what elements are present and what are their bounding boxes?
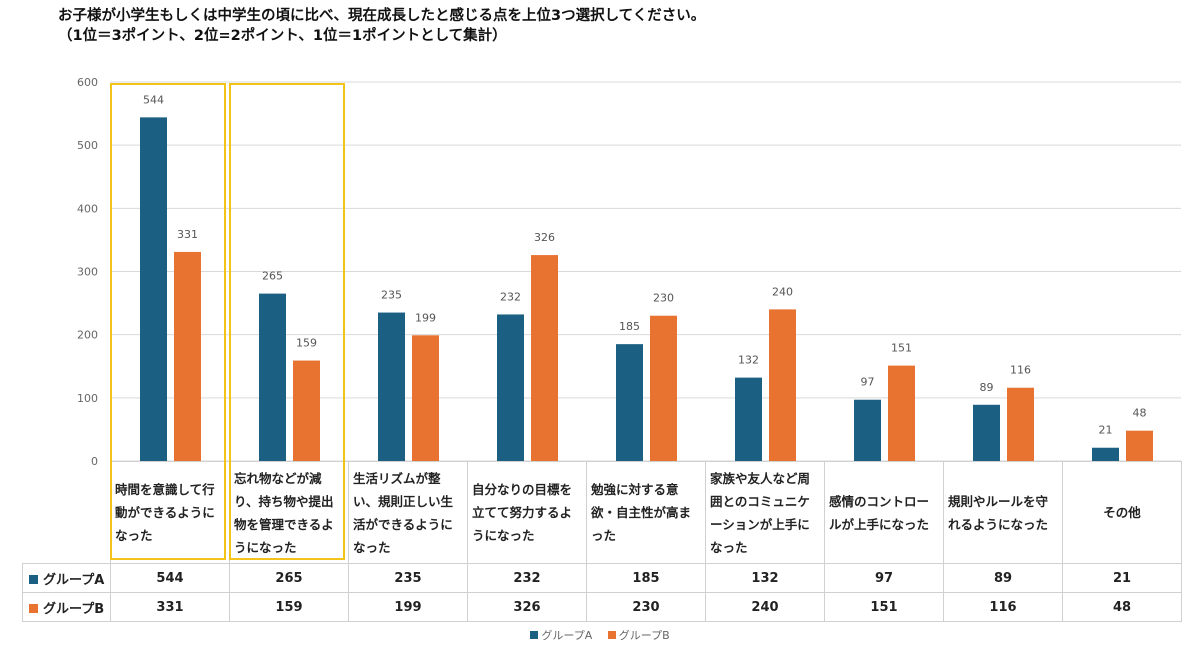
data-label: 235 xyxy=(381,289,402,302)
series-name: グループB xyxy=(22,592,111,622)
bar-a xyxy=(735,377,762,461)
bar-b xyxy=(769,309,796,461)
data-label: 89 xyxy=(980,381,994,394)
highlight-box xyxy=(229,83,345,560)
table-cell: 326 xyxy=(467,592,587,622)
category-label: 家族や友人など周囲とのコミュニケーションが上手になった xyxy=(705,461,825,564)
legend-label-b: グループB xyxy=(618,629,670,642)
bar-a xyxy=(378,312,405,461)
category-label: 自分なりの目標を立てて努力するようになった xyxy=(467,461,587,564)
data-label: 21 xyxy=(1099,424,1113,437)
data-label: 232 xyxy=(500,290,521,303)
table-row: グループA 544 265 235 232 185 132 97 89 21 xyxy=(22,563,1182,593)
category-label: その他 xyxy=(1062,461,1182,564)
series-name: グループA xyxy=(22,563,111,593)
series-swatch xyxy=(29,574,38,584)
bar-a xyxy=(259,293,286,461)
legend: グループA グループB xyxy=(0,627,1200,643)
bar-b xyxy=(1007,387,1034,461)
category-label: 生活リズムが整い、規則正しい生活ができるようになった xyxy=(348,461,468,564)
chart-title: お子様が小学生もしくは中学生の頃に比べ、現在成長したと感じる点を上位3つ選択して… xyxy=(58,6,705,46)
table-row: グループB 331 159 199 326 230 240 151 116 48 xyxy=(22,592,1182,622)
table-corner xyxy=(22,461,111,564)
table-cell: 21 xyxy=(1062,563,1182,593)
legend-swatch-b xyxy=(607,631,616,639)
bar-a xyxy=(854,399,881,461)
category-label: 感情のコントロールが上手になった xyxy=(824,461,944,564)
legend-label-a: グループA xyxy=(541,629,593,642)
bar-a xyxy=(1092,447,1119,461)
legend-swatch-a xyxy=(530,631,539,639)
bar-a xyxy=(497,314,524,461)
table-cell: 159 xyxy=(229,592,349,622)
table-cell: 235 xyxy=(348,563,468,593)
table-cell: 232 xyxy=(467,563,587,593)
table-cell: 97 xyxy=(824,563,944,593)
series-swatch xyxy=(29,603,38,613)
table-cell: 544 xyxy=(110,563,230,593)
data-label: 544 xyxy=(143,93,164,106)
bar-b xyxy=(412,335,439,461)
table-cell: 48 xyxy=(1062,592,1182,622)
bar-a xyxy=(140,117,167,461)
data-label: 230 xyxy=(653,292,674,305)
data-label: 151 xyxy=(891,342,912,355)
table-cell: 151 xyxy=(824,592,944,622)
category-label: 勉強に対する意欲・自主性が高まった xyxy=(586,461,706,564)
data-label: 132 xyxy=(738,354,759,367)
bar-b xyxy=(888,365,915,461)
y-tick-label: 100 xyxy=(77,392,98,405)
y-tick-label: 300 xyxy=(77,266,98,279)
table-cell: 265 xyxy=(229,563,349,593)
table-cell: 230 xyxy=(586,592,706,622)
data-label: 326 xyxy=(534,231,555,244)
data-label: 116 xyxy=(1010,364,1031,377)
bar-a xyxy=(616,344,643,461)
y-tick-label: 500 xyxy=(77,139,98,152)
table-cell: 240 xyxy=(705,592,825,622)
table-cell: 185 xyxy=(586,563,706,593)
table-cell: 132 xyxy=(705,563,825,593)
data-label: 240 xyxy=(772,285,793,298)
data-label: 199 xyxy=(415,311,436,324)
bar-b xyxy=(293,360,320,461)
highlight-box xyxy=(110,83,226,560)
data-label: 159 xyxy=(296,337,317,350)
data-label: 48 xyxy=(1133,407,1147,420)
category-label: 忘れ物などが減り、持ち物や提出物を管理できるようになった xyxy=(229,461,349,564)
table-cell: 331 xyxy=(110,592,230,622)
legend-item-a: グループA xyxy=(530,629,592,642)
title-line-1: お子様が小学生もしくは中学生の頃に比べ、現在成長したと感じる点を上位3つ選択して… xyxy=(58,8,706,24)
bar-b xyxy=(174,251,201,461)
bar-a xyxy=(973,404,1000,461)
y-tick-label: 200 xyxy=(77,329,98,342)
category-label: 時間を意識して行動ができるようになった xyxy=(110,461,230,564)
category-label: 規則やルールを守れるようになった xyxy=(943,461,1063,564)
table-cell: 116 xyxy=(943,592,1063,622)
title-line-2: （1位＝3ポイント、2位=2ポイント、1位＝1ポイントとして集計） xyxy=(58,28,507,44)
legend-item-b: グループB xyxy=(607,629,670,642)
bar-b xyxy=(650,315,677,461)
data-label: 265 xyxy=(262,270,283,283)
data-table: 時間を意識して行動ができるようになった 忘れ物などが減り、持ち物や提出物を管理でき… xyxy=(22,461,1182,622)
bar-b xyxy=(1126,430,1153,461)
data-label: 331 xyxy=(177,228,198,241)
bar-b xyxy=(531,255,558,461)
table-cell: 89 xyxy=(943,563,1063,593)
table-cell: 199 xyxy=(348,592,468,622)
data-label: 97 xyxy=(861,376,875,389)
data-label: 185 xyxy=(619,320,640,333)
y-tick-label: 400 xyxy=(77,202,98,215)
y-tick-label: 600 xyxy=(77,76,98,89)
